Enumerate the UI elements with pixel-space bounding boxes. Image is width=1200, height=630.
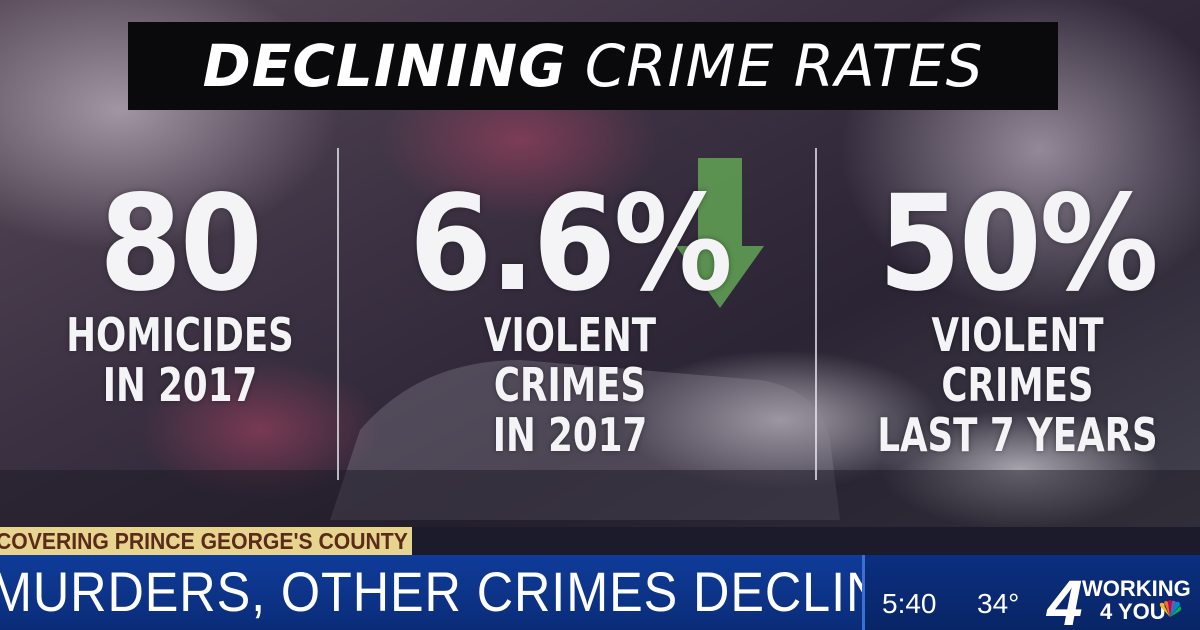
stat-label-line2: LAST 7 YEARS — [877, 408, 1158, 462]
stat-value: 80 — [99, 167, 262, 321]
down-arrow-icon — [676, 158, 764, 308]
headline-text: MURDERS, OTHER CRIMES DECLINE — [0, 560, 918, 623]
station-logo-line1: WORKING — [1082, 576, 1191, 601]
stat-label-line1: HOMICIDES — [66, 308, 294, 362]
stat-label-line2: IN 2017 — [492, 408, 648, 462]
title-bold-text: DECLINING — [202, 32, 567, 100]
stat-violent-crimes-7-years: 50% VIOLENT CRIMES LAST 7 YEARS — [835, 178, 1200, 460]
stat-divider-right — [815, 148, 817, 480]
ticker-text: COVERING PRINCE GEORGE'S COUNTY — [0, 528, 408, 554]
graphic-title: DECLINING CRIME RATES — [128, 22, 1058, 110]
nbc-peacock-icon — [1159, 600, 1181, 617]
stat-homicides: 80 HOMICIDES IN 2017 — [40, 178, 320, 410]
stat-label-line1: VIOLENT CRIMES — [931, 308, 1104, 412]
station-logo-number: 4 — [1047, 567, 1083, 630]
stat-value: 6.6% — [409, 167, 732, 321]
clock-time: 5:40 — [882, 588, 937, 619]
temperature: 34° — [977, 588, 1020, 619]
stat-violent-crimes-2017: 6.6% VIOLENT CRIMES IN 2017 — [380, 178, 760, 460]
station-logo-line2: 4 YOU — [1100, 599, 1166, 624]
title-rest-text: CRIME RATES — [584, 32, 984, 100]
stat-divider-left — [337, 148, 339, 480]
headline-bar: MURDERS, OTHER CRIMES DECLINE — [0, 555, 917, 630]
stat-value: 50% — [878, 167, 1158, 321]
info-bug — [862, 555, 1200, 630]
stat-label-line2: IN 2017 — [102, 358, 258, 412]
ticker-bar-dark — [412, 527, 1200, 555]
ticker-bar: COVERING PRINCE GEORGE'S COUNTY — [0, 527, 412, 555]
stat-label-line1: VIOLENT CRIMES — [483, 308, 657, 412]
